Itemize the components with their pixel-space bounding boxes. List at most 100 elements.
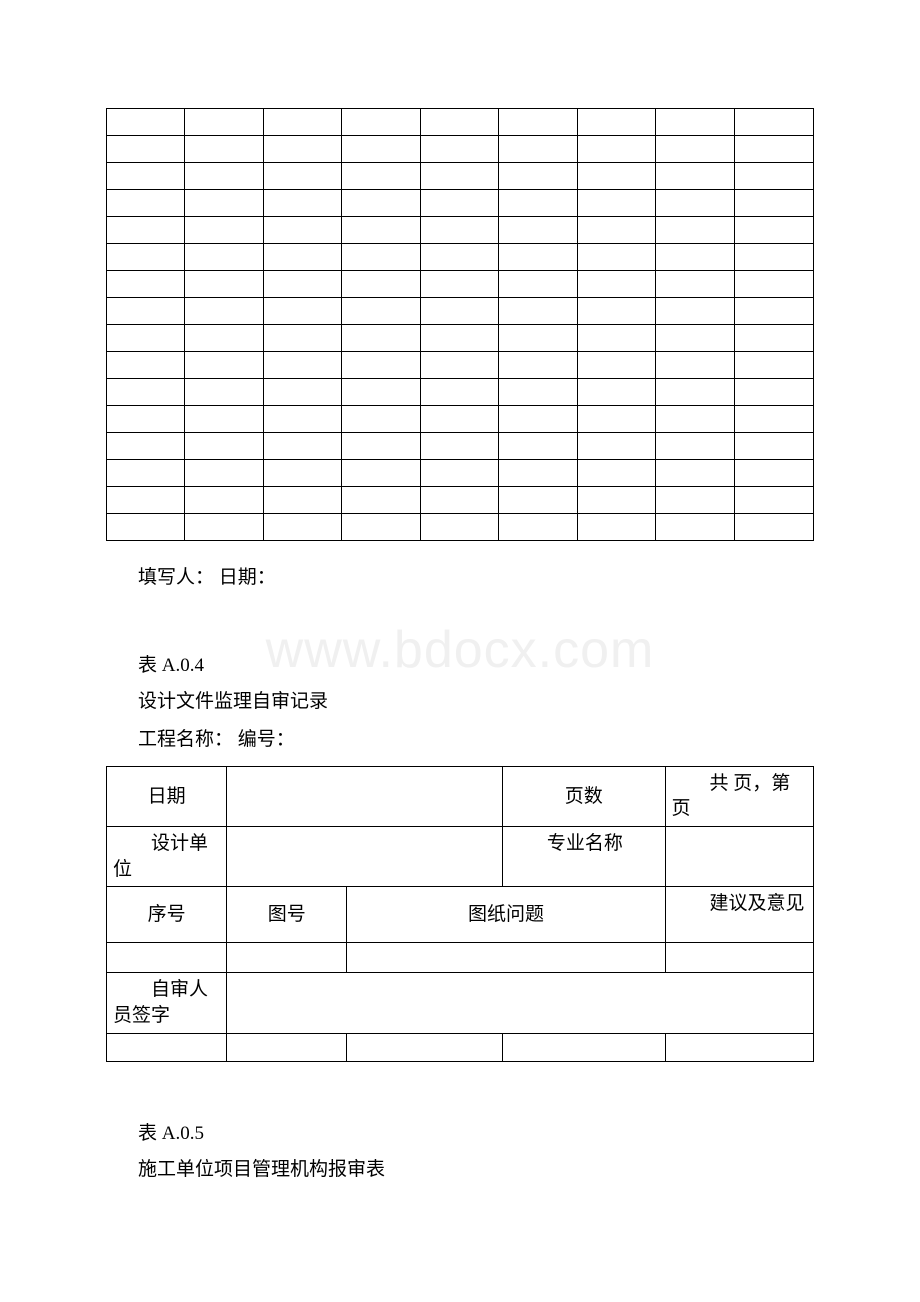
empty-cell — [263, 406, 341, 433]
signer-label-cell: 自审人员签字 — [107, 973, 227, 1033]
table-row — [107, 109, 814, 136]
empty-cell — [656, 352, 734, 379]
table-row — [107, 163, 814, 190]
empty-cell — [577, 433, 655, 460]
empty-cell — [577, 352, 655, 379]
table-row — [107, 352, 814, 379]
empty-cell — [342, 325, 420, 352]
empty-cell — [420, 460, 498, 487]
empty-cell — [420, 487, 498, 514]
empty-cell — [420, 406, 498, 433]
empty-cell — [347, 1033, 503, 1061]
empty-cell — [185, 190, 263, 217]
table-row — [107, 190, 814, 217]
empty-cell — [656, 406, 734, 433]
empty-cell — [734, 163, 813, 190]
empty-cell — [656, 244, 734, 271]
empty-cell — [656, 136, 734, 163]
empty-cell — [107, 109, 185, 136]
empty-cell — [499, 460, 577, 487]
pages-value-cell: 共 页，第 页 — [665, 766, 813, 826]
table-row: 自审人员签字 — [107, 973, 814, 1033]
table-a04-subtitle: 工程名称： 编号： — [138, 727, 814, 754]
empty-cell — [342, 109, 420, 136]
empty-cell — [656, 487, 734, 514]
seq-label-cell: 序号 — [107, 887, 227, 943]
empty-cell — [342, 217, 420, 244]
empty-cell — [656, 325, 734, 352]
empty-cell — [342, 136, 420, 163]
empty-cell — [263, 244, 341, 271]
empty-cell — [502, 1033, 665, 1061]
empty-cell — [734, 433, 813, 460]
table-row — [107, 943, 814, 973]
table-row — [107, 1033, 814, 1061]
empty-cell — [342, 514, 420, 541]
empty-cell — [263, 136, 341, 163]
empty-cell — [734, 190, 813, 217]
empty-cell — [734, 109, 813, 136]
empty-cell — [499, 109, 577, 136]
empty-cell — [734, 298, 813, 325]
suggestion-label-cell: 建议及意见 — [665, 887, 813, 943]
design-unit-label-cell: 设计单位 — [107, 827, 227, 887]
empty-cell — [656, 217, 734, 244]
empty-cell — [263, 352, 341, 379]
empty-cell — [107, 244, 185, 271]
empty-cell — [227, 943, 347, 973]
date-value-cell — [227, 766, 503, 826]
empty-cell — [185, 271, 263, 298]
empty-cell — [107, 943, 227, 973]
empty-cell — [577, 190, 655, 217]
table-row — [107, 406, 814, 433]
empty-cell — [263, 487, 341, 514]
empty-cell — [577, 217, 655, 244]
table-row: 日期 页数 共 页，第 页 — [107, 766, 814, 826]
empty-cell — [185, 298, 263, 325]
table-row — [107, 325, 814, 352]
table-row — [107, 514, 814, 541]
empty-cell — [734, 406, 813, 433]
empty-cell — [656, 379, 734, 406]
empty-cell — [185, 514, 263, 541]
table-a05-label: 表 A.0.5 — [138, 1118, 814, 1145]
date-label-cell: 日期 — [107, 766, 227, 826]
empty-cell — [263, 109, 341, 136]
table-row — [107, 433, 814, 460]
empty-cell — [420, 352, 498, 379]
drawing-no-label-cell: 图号 — [227, 887, 347, 943]
empty-cell — [107, 163, 185, 190]
empty-cell — [342, 433, 420, 460]
empty-cell — [499, 136, 577, 163]
empty-cell — [734, 325, 813, 352]
empty-cell — [577, 460, 655, 487]
empty-cell — [185, 163, 263, 190]
empty-cell — [185, 217, 263, 244]
empty-cell — [342, 190, 420, 217]
empty-cell — [577, 379, 655, 406]
empty-cell — [107, 433, 185, 460]
table-a04-label: 表 A.0.4 — [138, 650, 814, 677]
empty-cell — [342, 271, 420, 298]
empty-cell — [107, 514, 185, 541]
empty-cell — [263, 298, 341, 325]
table-row — [107, 487, 814, 514]
empty-cell — [185, 460, 263, 487]
empty-cell — [342, 244, 420, 271]
empty-cell — [263, 379, 341, 406]
table-row — [107, 244, 814, 271]
empty-cell — [185, 244, 263, 271]
empty-cell — [499, 190, 577, 217]
table-a05-title: 施工单位项目管理机构报审表 — [138, 1157, 814, 1184]
pages-label-cell: 页数 — [502, 766, 665, 826]
empty-cell — [499, 163, 577, 190]
empty-cell — [185, 487, 263, 514]
empty-cell — [734, 271, 813, 298]
empty-cell — [107, 487, 185, 514]
empty-cell — [577, 163, 655, 190]
empty-cell — [107, 325, 185, 352]
empty-cell — [342, 163, 420, 190]
empty-cell — [263, 433, 341, 460]
table-a04: 日期 页数 共 页，第 页 设计单位 专业名称 序号 图号 图纸问题 建议及意见… — [106, 766, 814, 1062]
empty-cell — [656, 271, 734, 298]
